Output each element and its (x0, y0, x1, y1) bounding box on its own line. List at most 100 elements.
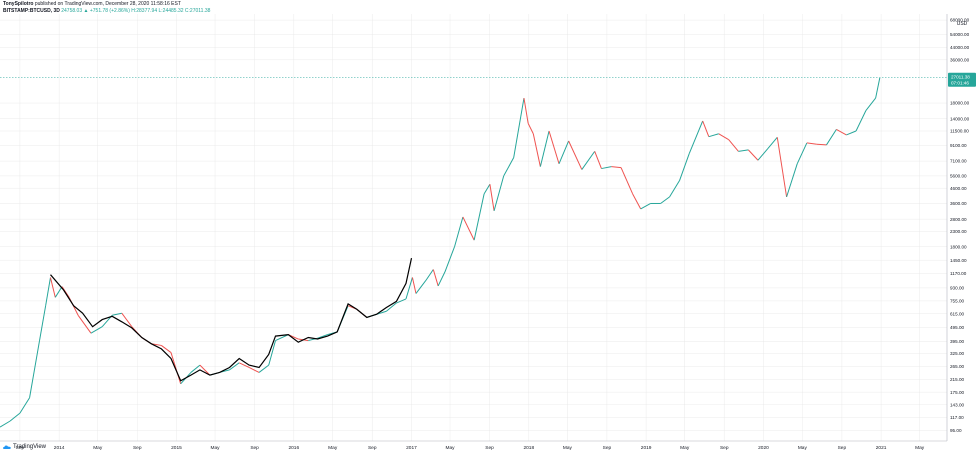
price-segment (454, 216, 464, 247)
x-tick-label: Sep (485, 445, 494, 451)
price-segment (437, 271, 446, 287)
x-tick-label: 2019 (641, 445, 652, 451)
y-tick-label: 117.00 (950, 415, 964, 420)
symbol-label: BITSTAMP:BTCUSD, 3D (3, 8, 60, 14)
price-segment (90, 326, 103, 334)
time-axis-ticks[interactable]: Sep 2014 May Sep 2015 May Sep 2016 May Sep 2017 May… (16, 445, 925, 451)
price-segment (611, 166, 622, 169)
price-segment (19, 397, 30, 414)
author-name: TonySpilotro (3, 1, 34, 7)
price-segment (190, 364, 201, 373)
y-tick-label: 7100.00 (950, 159, 967, 164)
price-segment (473, 193, 485, 241)
y-tick-label: 175.00 (950, 390, 964, 395)
x-tick-label: Sep (133, 445, 142, 451)
x-tick-label: 2021 (876, 445, 887, 451)
price-segment (54, 286, 63, 298)
price-segment (386, 302, 397, 312)
y-tick-label: 9100.00 (950, 143, 967, 148)
publish-line: TonySpilotro published on TradingView.co… (3, 1, 210, 8)
price-segment (688, 120, 704, 154)
price-segment (757, 148, 769, 161)
price-segment (836, 128, 847, 136)
y-tick-label: 14000.00 (950, 116, 970, 121)
publish-info: published on TradingView.com, December 2… (34, 1, 181, 7)
price-segment (816, 143, 827, 146)
price-segment (786, 163, 798, 198)
x-tick-label: 2018 (523, 445, 534, 451)
price-segment (29, 340, 41, 398)
y-tick-label: 1800.00 (950, 244, 967, 249)
y-tick-label: 755.00 (950, 299, 964, 304)
overlay-series-line (50, 257, 413, 382)
price-segment (229, 362, 240, 371)
price-segment (39, 305, 47, 341)
price-segment (268, 340, 276, 366)
price-segment (489, 184, 495, 211)
chart-header: TonySpilotro published on TradingView.co… (3, 1, 210, 15)
price-segment (258, 364, 270, 373)
price-segment (548, 130, 560, 164)
price-segment (632, 193, 642, 210)
y-tick-label: 395.00 (950, 339, 964, 344)
y-tick-label: 18000.00 (950, 101, 970, 106)
price-axis-ticks: 95.00 117.00 143.00 175.00 215.00 265.00 325.0… (950, 18, 970, 433)
price-segment (747, 149, 759, 161)
price-segment (77, 314, 92, 334)
price-segment (503, 157, 515, 177)
footer: TradingView (3, 444, 46, 450)
price-segment (527, 123, 534, 134)
price-segment (45, 277, 51, 306)
price-segment (776, 137, 788, 197)
price-segment (462, 216, 475, 241)
price-segment (161, 345, 172, 353)
price-segment (432, 269, 439, 287)
price-segment (875, 77, 881, 99)
y-tick-label: 265.00 (950, 364, 964, 369)
y-tick-label: 68000.00 (950, 18, 970, 23)
tradingview-brand: TradingView (13, 444, 47, 450)
x-tick-label: Sep (838, 445, 847, 451)
x-tick-label: Sep (16, 445, 25, 451)
y-tick-label: 325.00 (950, 351, 964, 356)
price-segment (483, 183, 491, 195)
y-tick-label: 1170.00 (950, 271, 967, 276)
price-segment (660, 196, 670, 204)
y-tick-label: 54000.00 (950, 32, 970, 37)
price-segment (601, 166, 612, 170)
y-tick-label: 615.00 (950, 311, 964, 316)
price-segment (767, 136, 778, 149)
chart-grid (0, 14, 947, 441)
price-segment (532, 133, 541, 167)
x-tick-label: 2014 (54, 445, 65, 451)
tradingview-cloud-icon (3, 445, 11, 449)
x-tick-label: May (680, 445, 690, 451)
price-segment (121, 312, 133, 327)
price-segment (640, 203, 651, 210)
y-tick-label: 4600.00 (950, 186, 967, 191)
price-segment (855, 110, 867, 132)
price-segment (702, 120, 710, 137)
price-segment (513, 97, 525, 158)
price-segment (718, 133, 729, 141)
y-tick-label: 95.00 (950, 428, 962, 433)
last-price-label: 27011.38 (951, 74, 970, 79)
y-tick-label: 2800.00 (950, 217, 967, 222)
bar-countdown-label: 07:01:46 (951, 81, 969, 86)
price-segment (738, 149, 749, 152)
price-segment (411, 277, 417, 294)
price-segment (396, 298, 407, 304)
x-tick-label: 2017 (406, 445, 417, 451)
x-tick-label: May (915, 445, 925, 451)
y-tick-label: 5600.00 (950, 174, 967, 179)
price-segment (669, 180, 680, 198)
price-segment (9, 412, 21, 422)
y-tick-label: 44000.00 (950, 45, 970, 50)
y-tick-label: 215.00 (950, 377, 964, 382)
y-tick-label: 495.00 (950, 325, 964, 330)
x-tick-label: Sep (720, 445, 729, 451)
price-segment (523, 97, 529, 124)
price-segment (61, 286, 70, 298)
ohlc-values: 24758.03 ▲ +751.78 (+2.86%) H:28377.94 L… (61, 8, 211, 14)
